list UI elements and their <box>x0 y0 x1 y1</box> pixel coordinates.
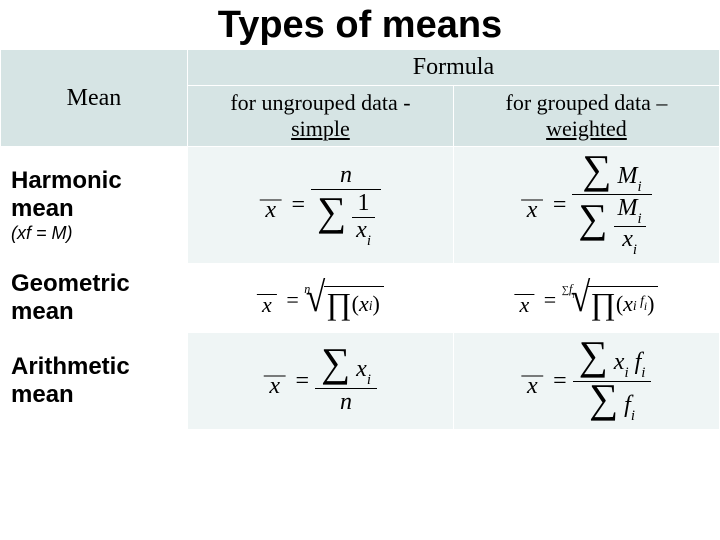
formula-harmonic-simple: —x = n ∑ 1 xi <box>187 147 453 264</box>
header-formula: Formula <box>187 50 719 86</box>
formula-arithmetic-weighted: —x = ∑ xi fi ∑ fi <box>453 333 719 430</box>
formula-geometric-weighted: —x = ∑fi √ ∏ (xi fi) <box>453 264 719 333</box>
header-mean: Mean <box>1 50 188 147</box>
formula-arithmetic-simple: —x = ∑ xi n <box>187 333 453 430</box>
mean-name-arithmetic: Arithmetic mean <box>1 333 188 430</box>
mean-name-geometric: Geometric mean <box>1 264 188 333</box>
formula-geometric-simple: —x = n √ ∏ (xi) <box>187 264 453 333</box>
table-row: Harmonic mean (xf = M) —x = n ∑ 1 xi <box>1 147 720 264</box>
means-table: Mean Formula for ungrouped data - simple… <box>0 49 720 430</box>
page-title: Types of means <box>0 0 720 49</box>
formula-harmonic-weighted: —x = ∑ Mi ∑ Mi xi <box>453 147 719 264</box>
subheader-grouped: for grouped data – weighted <box>453 86 719 147</box>
mean-name-harmonic: Harmonic mean (xf = M) <box>1 147 188 264</box>
table-row: Geometric mean —x = n √ ∏ (xi) <box>1 264 720 333</box>
subheader-ungrouped: for ungrouped data - simple <box>187 86 453 147</box>
table-row: Arithmetic mean —x = ∑ xi n —x = ∑ xi fi <box>1 333 720 430</box>
table-header-row: Mean Formula <box>1 50 720 86</box>
